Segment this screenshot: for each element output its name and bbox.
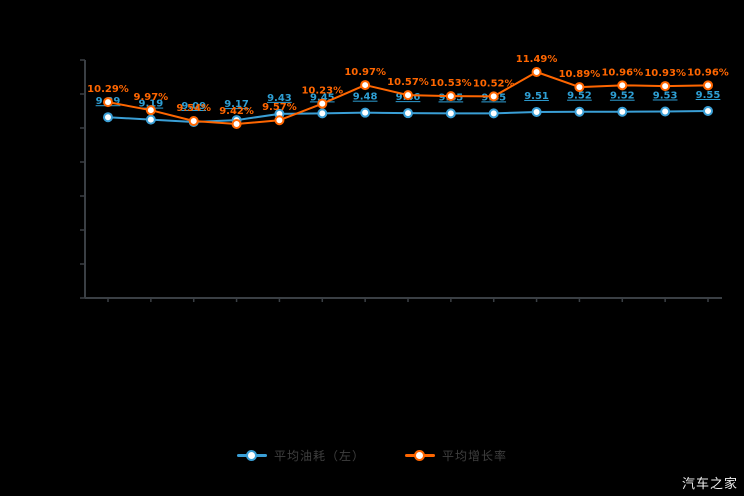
data-label-orange: 10.89% [559,69,601,80]
chart-legend: 平均油耗（左） 平均增长率 [0,447,744,464]
orange-line-marker-icon [405,449,435,462]
data-label-orange: 9.54% [176,103,211,114]
data-label-orange: 10.53% [430,78,472,89]
line-chart: 9.299.199.099.179.439.459.489.469.459.45… [80,54,729,302]
data-label-orange: 10.93% [644,68,686,79]
data-label-orange: 10.29% [87,84,129,95]
data-label-blue: 9.52 [610,91,635,102]
legend-label-blue: 平均油耗（左） [273,449,365,463]
data-label-orange: 9.97% [134,92,169,103]
legend-item-orange-series[interactable]: 平均增长率 [405,447,507,464]
legend-label-orange: 平均增长率 [442,449,508,463]
data-label-orange: 10.23% [301,86,343,97]
data-label-orange: 9.42% [219,106,254,117]
data-label-blue: 9.45 [310,92,335,103]
legend-item-blue-series[interactable]: 平均油耗（左） [236,447,365,464]
blue-line-marker-icon [236,449,267,462]
data-label-blue: 9.55 [696,90,721,101]
data-label-orange: 11.49% [516,54,558,65]
data-label-orange: 10.97% [344,67,386,78]
data-label-blue: 9.52 [567,91,592,102]
data-label-orange: 10.96% [601,67,643,78]
data-label-blue: 9.17 [224,99,249,110]
data-label-blue: 9.51 [524,91,549,102]
data-label-blue: 9.53 [653,90,678,101]
data-label-blue: 9.19 [139,99,164,110]
data-label-orange: 10.96% [687,67,729,78]
data-label-blue: 9.09 [181,101,206,112]
data-label-orange: 10.52% [473,78,515,89]
data-label-orange: 10.57% [387,77,429,88]
data-label-orange: 9.57% [262,102,297,113]
data-label-blue: 9.43 [267,93,292,104]
autohome-watermark: 汽车之家 [681,477,738,492]
data-label-blue: 9.48 [353,92,378,103]
